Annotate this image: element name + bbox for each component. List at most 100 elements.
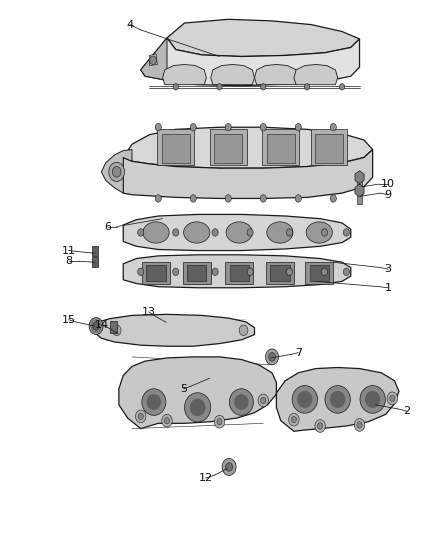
Circle shape bbox=[286, 229, 292, 236]
Polygon shape bbox=[265, 262, 293, 284]
Polygon shape bbox=[142, 262, 170, 284]
Ellipse shape bbox=[324, 385, 350, 413]
Circle shape bbox=[321, 268, 327, 276]
Polygon shape bbox=[141, 38, 166, 80]
Polygon shape bbox=[162, 64, 206, 85]
Circle shape bbox=[222, 458, 236, 475]
Polygon shape bbox=[123, 255, 350, 288]
Text: 12: 12 bbox=[198, 473, 212, 483]
Circle shape bbox=[161, 414, 172, 427]
Polygon shape bbox=[149, 54, 157, 66]
Ellipse shape bbox=[329, 391, 345, 408]
Polygon shape bbox=[92, 246, 98, 256]
Circle shape bbox=[109, 163, 124, 181]
Text: 5: 5 bbox=[180, 384, 187, 394]
Text: 10: 10 bbox=[380, 179, 394, 189]
Polygon shape bbox=[146, 265, 165, 281]
Polygon shape bbox=[166, 19, 359, 56]
Circle shape bbox=[212, 229, 218, 236]
Circle shape bbox=[294, 195, 300, 202]
Polygon shape bbox=[97, 314, 254, 346]
Text: 9: 9 bbox=[384, 190, 391, 200]
Polygon shape bbox=[304, 262, 332, 284]
Circle shape bbox=[173, 84, 178, 90]
Circle shape bbox=[138, 229, 144, 236]
Text: 8: 8 bbox=[65, 256, 72, 266]
Circle shape bbox=[112, 325, 121, 336]
Circle shape bbox=[190, 195, 196, 202]
Circle shape bbox=[386, 392, 397, 405]
Circle shape bbox=[389, 395, 394, 401]
Circle shape bbox=[225, 195, 231, 202]
Polygon shape bbox=[293, 64, 337, 85]
Text: 1: 1 bbox=[384, 283, 391, 293]
Circle shape bbox=[260, 195, 266, 202]
Text: 7: 7 bbox=[294, 348, 301, 358]
Circle shape bbox=[304, 84, 309, 90]
Polygon shape bbox=[209, 130, 246, 165]
Polygon shape bbox=[123, 127, 372, 168]
Circle shape bbox=[216, 84, 222, 90]
Circle shape bbox=[329, 195, 336, 202]
Circle shape bbox=[214, 415, 224, 428]
Circle shape bbox=[138, 413, 143, 419]
Ellipse shape bbox=[189, 399, 205, 416]
Polygon shape bbox=[157, 130, 194, 165]
Ellipse shape bbox=[305, 222, 332, 243]
Text: 3: 3 bbox=[384, 264, 391, 274]
Polygon shape bbox=[314, 134, 342, 163]
Text: 11: 11 bbox=[61, 246, 75, 255]
Polygon shape bbox=[309, 265, 328, 281]
Ellipse shape bbox=[233, 394, 248, 410]
Polygon shape bbox=[354, 184, 363, 197]
Circle shape bbox=[172, 268, 178, 276]
Circle shape bbox=[247, 229, 253, 236]
Text: 15: 15 bbox=[61, 314, 75, 325]
Polygon shape bbox=[276, 368, 398, 431]
Circle shape bbox=[286, 268, 292, 276]
Circle shape bbox=[321, 229, 327, 236]
Polygon shape bbox=[357, 177, 361, 191]
Text: 13: 13 bbox=[141, 306, 155, 317]
Circle shape bbox=[314, 419, 325, 432]
Circle shape bbox=[112, 166, 121, 177]
Circle shape bbox=[225, 463, 232, 471]
Circle shape bbox=[260, 397, 265, 403]
Circle shape bbox=[155, 124, 161, 131]
Polygon shape bbox=[310, 130, 346, 165]
Circle shape bbox=[260, 84, 265, 90]
Polygon shape bbox=[214, 134, 242, 163]
Polygon shape bbox=[187, 265, 206, 281]
Polygon shape bbox=[270, 265, 289, 281]
Ellipse shape bbox=[146, 394, 161, 410]
Circle shape bbox=[343, 268, 349, 276]
Ellipse shape bbox=[297, 391, 312, 408]
Polygon shape bbox=[110, 321, 117, 333]
Ellipse shape bbox=[184, 393, 210, 422]
Text: 6: 6 bbox=[104, 222, 111, 232]
Circle shape bbox=[265, 349, 278, 365]
Ellipse shape bbox=[183, 222, 209, 243]
Polygon shape bbox=[123, 214, 350, 251]
Circle shape bbox=[247, 268, 253, 276]
Polygon shape bbox=[225, 262, 253, 284]
Polygon shape bbox=[141, 38, 359, 86]
Polygon shape bbox=[262, 130, 298, 165]
Circle shape bbox=[89, 318, 103, 335]
Polygon shape bbox=[101, 150, 132, 193]
Polygon shape bbox=[357, 190, 361, 204]
Circle shape bbox=[343, 229, 349, 236]
Circle shape bbox=[329, 124, 336, 131]
Ellipse shape bbox=[359, 385, 385, 413]
Circle shape bbox=[225, 124, 231, 131]
Circle shape bbox=[260, 124, 266, 131]
Circle shape bbox=[216, 418, 222, 425]
Circle shape bbox=[172, 229, 178, 236]
Text: 2: 2 bbox=[403, 406, 410, 416]
Polygon shape bbox=[210, 64, 254, 85]
Circle shape bbox=[138, 268, 144, 276]
Circle shape bbox=[135, 410, 146, 423]
Circle shape bbox=[353, 418, 364, 431]
Polygon shape bbox=[229, 265, 248, 281]
Polygon shape bbox=[119, 357, 276, 429]
